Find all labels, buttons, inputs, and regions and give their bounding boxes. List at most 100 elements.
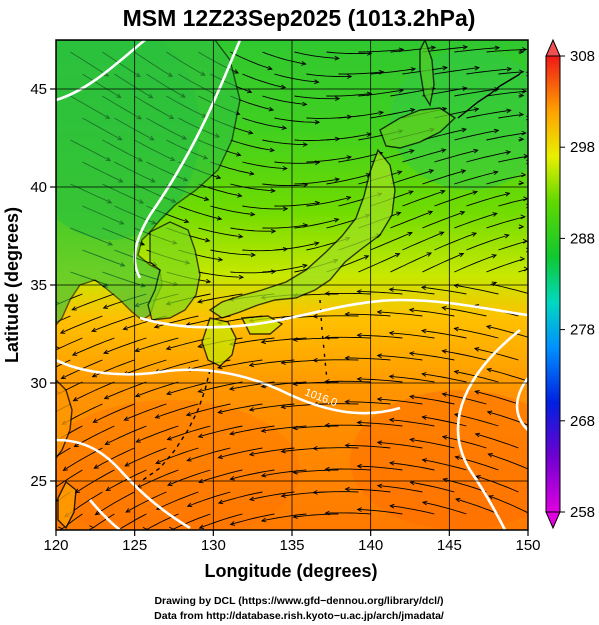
streamline	[186, 403, 231, 416]
streamline-arrowhead	[89, 525, 95, 530]
streamline	[167, 425, 211, 440]
streamline	[198, 271, 244, 278]
streamline-arrowhead	[462, 86, 468, 91]
streamline	[454, 254, 497, 273]
streamline	[402, 231, 444, 251]
streamline-arrowhead	[103, 349, 109, 354]
streamline-arrowhead	[248, 129, 254, 135]
streamline	[422, 253, 464, 273]
streamline-arrowhead	[281, 125, 288, 131]
streamline	[357, 378, 403, 383]
streamline-arrowhead	[236, 151, 242, 157]
y-tick-label: 30	[30, 375, 47, 392]
streamline-arrowhead	[334, 177, 341, 182]
contour-line	[139, 298, 528, 329]
streamline	[377, 355, 423, 361]
streamline	[486, 174, 526, 185]
streamline-arrowhead	[378, 110, 385, 116]
streamline	[422, 211, 465, 229]
streamline-arrowhead	[408, 190, 414, 195]
streamline	[274, 73, 319, 83]
streamline	[326, 173, 371, 185]
streamline-arrowhead	[454, 455, 460, 461]
streamline	[345, 444, 391, 449]
streamline-arrowhead	[409, 480, 415, 486]
streamline	[357, 465, 403, 471]
honshu	[208, 148, 396, 319]
streamline	[454, 413, 499, 427]
streamline-arrowhead	[519, 256, 526, 262]
streamline-arrowhead	[292, 337, 298, 342]
streamline	[125, 491, 167, 513]
streamline-arrowhead	[248, 362, 255, 368]
streamline-arrowhead	[58, 526, 64, 530]
streamline-arrowhead	[260, 517, 267, 523]
streamline-arrowhead	[521, 130, 527, 136]
streamline-arrowhead	[408, 307, 415, 313]
x-axis-label: Longitude (degrees)	[204, 561, 377, 581]
streamline-arrowhead	[104, 440, 110, 445]
streamline-arrowhead	[420, 328, 427, 334]
streamline-arrowhead	[421, 500, 428, 506]
plot-area: 1016.0	[56, 40, 528, 530]
colorbar-tick-label: 298	[570, 139, 595, 156]
y-tick-label: 25	[30, 473, 47, 490]
streamline	[474, 348, 519, 361]
streamline-arrowhead	[334, 217, 340, 223]
streamline	[498, 71, 524, 75]
streamline-arrowhead	[492, 212, 498, 217]
streamline-arrowhead	[105, 486, 111, 492]
streamline-arrowhead	[356, 332, 362, 338]
streamline-arrowhead	[410, 67, 417, 72]
streamline	[93, 447, 135, 469]
streamline	[63, 447, 103, 471]
streamline	[262, 264, 307, 273]
streamline-arrowhead	[428, 169, 435, 174]
streamline-arrowhead	[460, 169, 467, 174]
streamline-arrowhead	[215, 174, 222, 180]
colorbar-ticks: 308 298 288 278 268 258	[560, 48, 595, 521]
streamline-arrowhead	[238, 274, 245, 280]
streamline-arrowhead	[455, 497, 461, 503]
streamline	[242, 161, 287, 169]
streamline	[454, 88, 499, 97]
streamline	[475, 390, 519, 405]
streamline	[198, 227, 243, 238]
streamline-arrowhead	[396, 211, 402, 217]
streamline-arrowhead	[72, 396, 78, 402]
streamline	[156, 491, 199, 510]
hokkaido	[379, 107, 457, 149]
streamline-arrowhead	[217, 499, 224, 505]
contour-line	[56, 40, 146, 102]
y-axis-label: Latitude (degrees)	[2, 207, 22, 363]
streamline-arrowhead	[485, 324, 492, 330]
streamline	[313, 403, 359, 405]
streamline	[389, 375, 435, 383]
streamline	[325, 292, 371, 295]
streamline	[442, 436, 487, 449]
streamline	[187, 447, 231, 462]
streamline-arrowhead	[388, 417, 395, 423]
streamline-arrowhead	[93, 464, 99, 469]
contour-line	[56, 358, 401, 415]
streamline-arrowhead	[186, 502, 193, 508]
streamline	[357, 334, 403, 339]
streamline	[486, 258, 525, 273]
streamline-arrowhead	[409, 149, 415, 154]
pressure-contours	[56, 40, 528, 530]
streamline	[154, 359, 199, 373]
streamline	[498, 240, 528, 251]
streamline	[442, 350, 487, 361]
streamline	[106, 469, 147, 491]
streamline-arrowhead	[292, 469, 298, 475]
streamline	[409, 352, 455, 361]
streamline	[338, 152, 383, 163]
streamline-arrowhead	[73, 442, 79, 448]
streamline-arrowhead	[519, 180, 525, 186]
map-title: MSM 12Z23Sep2025 (1013.2hPa)	[123, 5, 476, 31]
streamline-arrowhead	[389, 503, 395, 509]
streamline-arrowhead	[267, 65, 273, 71]
streamline	[454, 284, 499, 295]
streamline-arrowhead	[420, 285, 427, 291]
streamline-arrowhead	[519, 93, 525, 98]
